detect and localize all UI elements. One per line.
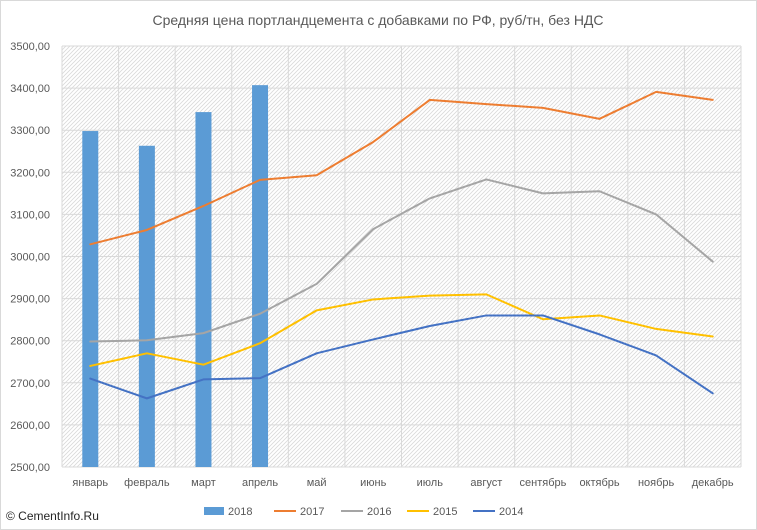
y-tick-label: 3000,00: [10, 252, 50, 264]
bar-series: [82, 85, 269, 468]
legend-item-2018: 2018: [204, 506, 252, 518]
y-tick-label: 2900,00: [10, 294, 50, 306]
bar-2018-0: [82, 131, 99, 468]
y-tick-label: 2500,00: [10, 462, 50, 474]
bar-2018-3: [252, 85, 269, 467]
legend-label: 2015: [433, 506, 457, 518]
x-tick-label: июль: [417, 477, 444, 489]
y-tick-label: 2600,00: [10, 420, 50, 432]
grid: [61, 45, 742, 468]
legend-item-2017: 2017: [274, 506, 324, 518]
watermark: © CementInfo.Ru: [6, 509, 99, 523]
y-tick-label: 2800,00: [10, 336, 50, 348]
x-tick-label: апрель: [242, 477, 278, 489]
legend-item-2014: 2014: [473, 506, 523, 518]
x-tick-label: март: [191, 477, 216, 489]
y-axis: 2500,00 2600,00 2700,00 2800,00 2900,00 3000,…: [10, 41, 50, 474]
chart-title: Средняя цена портландцемента с добавками…: [152, 12, 603, 28]
x-axis: январь февраль март апрель май июнь июль август…: [72, 477, 733, 489]
y-tick-label: 3200,00: [10, 167, 50, 179]
y-tick-label: 3500,00: [10, 41, 50, 53]
legend-label: 2018: [228, 506, 252, 518]
legend-swatch: [204, 507, 224, 515]
line-series: [89, 90, 714, 400]
series-line-2017: [89, 90, 714, 246]
legend-label: 2016: [367, 506, 391, 518]
x-tick-label: май: [307, 477, 327, 489]
x-tick-label: январь: [72, 477, 108, 489]
x-tick-label: октябрь: [579, 477, 619, 489]
series-line-2016: [89, 178, 714, 343]
series-line-2014: [89, 314, 714, 400]
bar-2018-1: [138, 145, 155, 468]
legend-label: 2017: [300, 506, 324, 518]
legend-item-2015: 2015: [407, 506, 457, 518]
y-tick-label: 3300,00: [10, 125, 50, 137]
x-tick-label: июнь: [360, 477, 386, 489]
y-tick-label: 2700,00: [10, 378, 50, 390]
x-tick-label: август: [470, 477, 502, 489]
legend-item-2016: 2016: [341, 506, 391, 518]
y-tick-label: 3100,00: [10, 209, 50, 221]
legend-label: 2014: [499, 506, 523, 518]
x-tick-label: февраль: [124, 477, 170, 489]
y-tick-label: 3400,00: [10, 83, 50, 95]
x-tick-label: декабрь: [692, 477, 734, 489]
x-tick-label: ноябрь: [638, 477, 675, 489]
series-line-2015: [89, 293, 714, 367]
x-tick-label: сентябрь: [520, 477, 567, 489]
bar-2018-2: [195, 112, 212, 468]
legend: 2018 2017 2016 2015 2014: [204, 506, 523, 518]
